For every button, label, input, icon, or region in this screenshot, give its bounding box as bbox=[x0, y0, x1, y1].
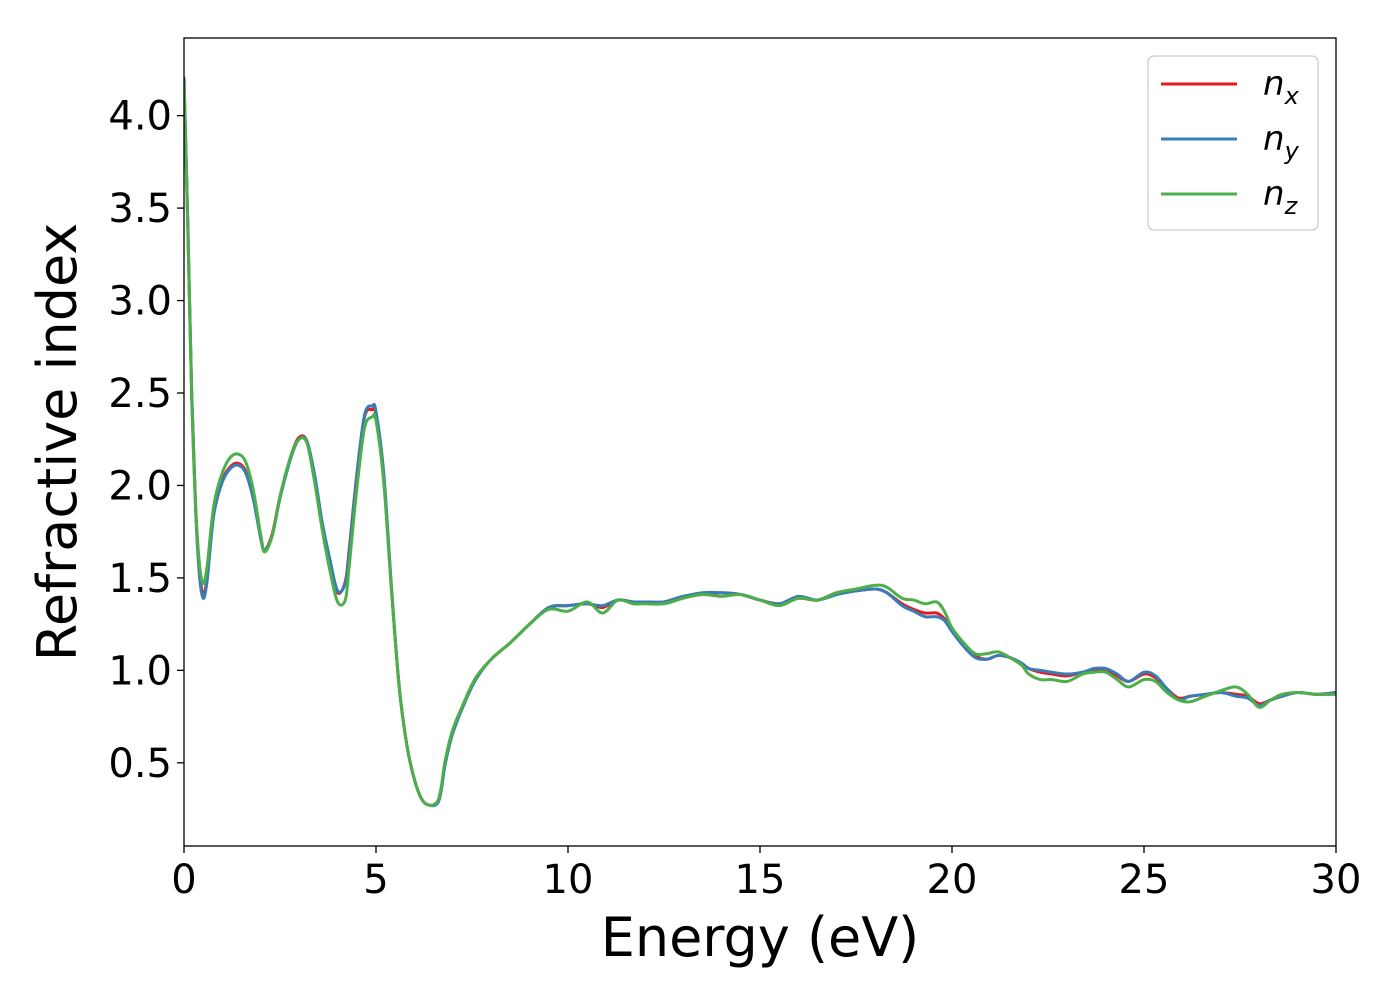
x-tick-label: 25 bbox=[1119, 857, 1170, 903]
x-tick-label: 0 bbox=[171, 857, 196, 903]
y-axis-ticks: 0.5 1.0 1.5 2.0 2.5 3.0 3.5 4.0 bbox=[108, 94, 184, 787]
x-axis-title: Energy (eV) bbox=[601, 906, 920, 969]
y-tick-label: 1.5 bbox=[108, 556, 172, 602]
legend-box bbox=[1147, 55, 1319, 231]
legend-label-z: nz bbox=[1263, 174, 1299, 220]
legend: nx ny nz bbox=[1147, 55, 1319, 231]
legend-label-y: ny bbox=[1263, 119, 1300, 165]
y-tick-label: 3.0 bbox=[108, 279, 172, 325]
series-layer bbox=[184, 76, 1336, 808]
x-tick-label: 10 bbox=[543, 857, 594, 903]
x-tick-label: 15 bbox=[735, 857, 786, 903]
y-tick-label: 0.5 bbox=[108, 741, 172, 787]
y-axis-title: Refractive index bbox=[26, 223, 89, 662]
x-tick-label: 30 bbox=[1311, 857, 1362, 903]
y-tick-label: 4.0 bbox=[108, 94, 172, 140]
x-tick-label: 5 bbox=[363, 857, 388, 903]
y-tick-label: 2.0 bbox=[108, 463, 172, 509]
x-tick-label: 20 bbox=[927, 857, 978, 903]
legend-label-x: nx bbox=[1263, 64, 1300, 110]
series-line-z bbox=[184, 82, 1336, 807]
y-tick-label: 1.0 bbox=[108, 648, 172, 694]
y-tick-label: 2.5 bbox=[108, 371, 172, 417]
y-tick-label: 3.5 bbox=[108, 186, 172, 232]
x-axis-ticks: 0 5 10 15 20 25 30 bbox=[171, 846, 1361, 903]
